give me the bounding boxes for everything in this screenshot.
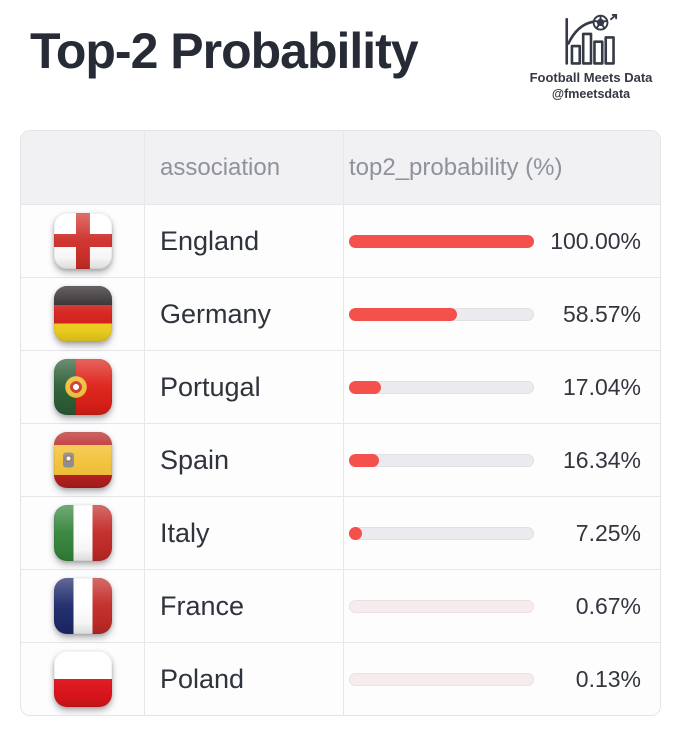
flag-cell [21, 351, 144, 423]
association-cell: Italy [144, 497, 343, 569]
table-row: Germany 58.57% [21, 277, 660, 350]
probability-value: 0.67% [575, 592, 641, 619]
header-cell-flag [21, 131, 144, 204]
table-header-row: association top2_probability (%) [21, 131, 660, 204]
bar-fill [349, 453, 380, 467]
brand-handle: @fmeetsdata [551, 87, 631, 101]
table-row: Portugal 17.04% [21, 350, 660, 423]
association-name: Spain [160, 444, 230, 475]
association-name: Germany [160, 298, 272, 329]
association-cell: Poland [144, 643, 343, 715]
flag-cell [21, 424, 144, 496]
bar-track [349, 234, 534, 248]
table-row: Poland 0.13% [21, 642, 660, 715]
country-flag-icon [53, 651, 112, 707]
country-flag-icon [53, 432, 112, 488]
table-row: Spain 16.34% [21, 423, 660, 496]
table-row: England 100.00% [21, 204, 660, 277]
association-cell: England [144, 205, 343, 277]
association-name: France [160, 590, 245, 621]
probability-value: 17.04% [562, 373, 641, 400]
flag-cell [21, 497, 144, 569]
probability-value: 100.00% [550, 227, 641, 254]
association-cell: Spain [144, 424, 343, 496]
association-name: England [160, 225, 260, 256]
probability-table: association top2_probability (%) England… [20, 130, 661, 716]
bar-track [349, 307, 534, 321]
probability-cell: 0.67% [343, 570, 660, 642]
table-body: England 100.00% Germany 58.57% Portugal [21, 204, 660, 715]
header-cell-association: association [144, 131, 343, 204]
brand-block: Football Meets Data @fmeetsdata [515, 14, 667, 101]
bar-chart-football-icon [565, 14, 618, 65]
probability-cell: 16.34% [343, 424, 660, 496]
probability-cell: 100.00% [343, 205, 660, 277]
bar-fill [349, 234, 534, 248]
flag-emblem [63, 375, 88, 399]
probability-value: 0.13% [575, 665, 641, 692]
association-name: Poland [160, 663, 245, 694]
bar-track [349, 453, 534, 467]
country-flag-icon [53, 505, 112, 561]
flag-cell [21, 278, 144, 350]
probability-value: 16.34% [562, 446, 641, 473]
association-name: Portugal [160, 371, 261, 402]
bar-track [349, 526, 534, 540]
country-flag-icon [53, 213, 112, 269]
association-cell: Germany [144, 278, 343, 350]
brand-name: Football Meets Data [529, 70, 653, 85]
probability-value: 58.57% [562, 300, 641, 327]
flag-emblem [62, 452, 74, 468]
association-cell: Portugal [144, 351, 343, 423]
probability-cell: 58.57% [343, 278, 660, 350]
association-name: Italy [160, 517, 210, 548]
probability-cell: 7.25% [343, 497, 660, 569]
table-row: France 0.67% [21, 569, 660, 642]
header-cell-probability: top2_probability (%) [343, 131, 660, 204]
bar-fill [349, 307, 458, 321]
bar-fill [349, 380, 381, 394]
country-flag-icon [53, 359, 112, 415]
flag-cell [21, 205, 144, 277]
probability-cell: 17.04% [343, 351, 660, 423]
country-flag-icon [53, 286, 112, 342]
flag-cell [21, 570, 144, 642]
bar-track [349, 599, 534, 613]
bar-track [349, 672, 534, 686]
association-cell: France [144, 570, 343, 642]
probability-cell: 0.13% [343, 643, 660, 715]
country-flag-icon [53, 578, 112, 634]
probability-value: 7.25% [575, 519, 641, 546]
bar-fill [349, 526, 363, 540]
table-row: Italy 7.25% [21, 496, 660, 569]
flag-cell [21, 643, 144, 715]
page-title: Top-2 Probability [30, 23, 419, 79]
page-header: Top-2 Probability Football Meets Data @f… [0, 0, 681, 130]
bar-track [349, 380, 534, 394]
